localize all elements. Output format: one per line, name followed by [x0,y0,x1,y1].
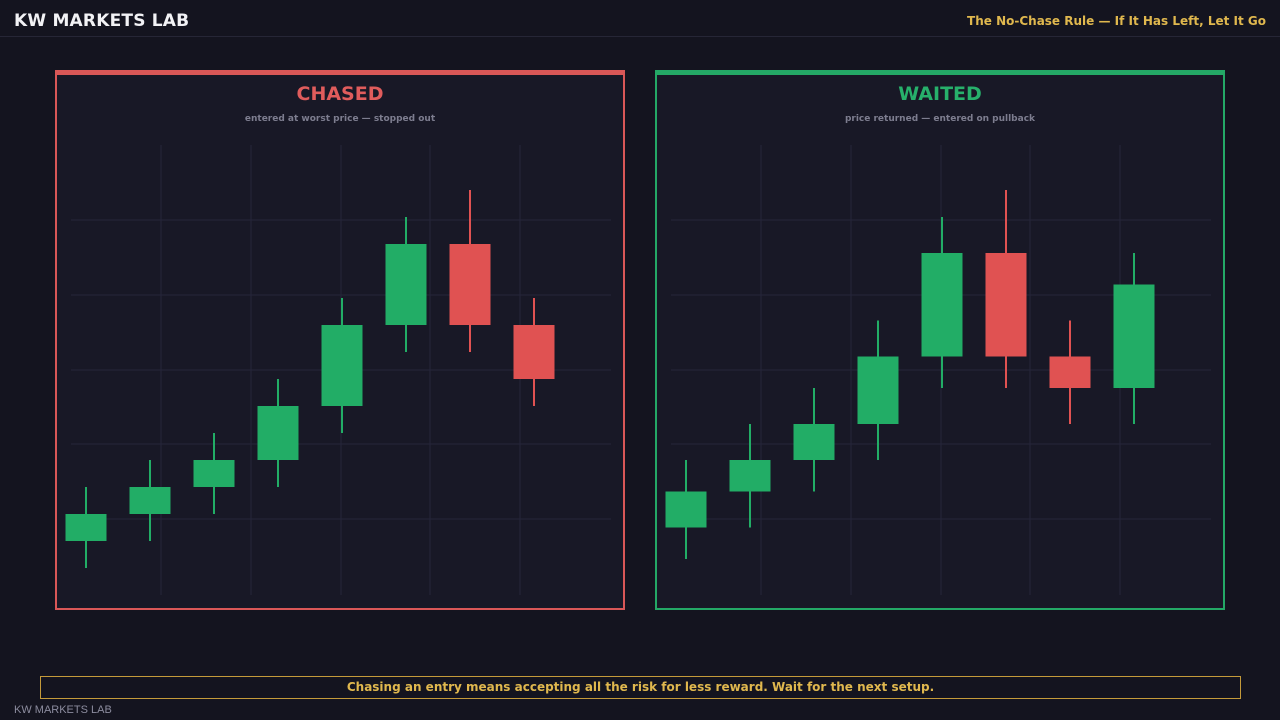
candle-body [129,487,171,514]
candle-body [65,514,107,541]
candle-bearish [449,190,491,352]
candle-bullish [665,460,707,559]
candle-body [321,325,363,406]
candle-bullish [321,298,363,433]
candle-body [385,244,427,325]
candle-bullish [257,379,299,487]
candle-body [921,253,963,357]
top-bar: KW MARKETS LAB The No-Chase Rule — If It… [0,0,1280,37]
candle-body [257,406,299,460]
brand-title: KW MARKETS LAB [14,11,190,31]
candle-bullish [921,217,963,388]
candle-bearish [985,190,1027,388]
candle-bullish [857,320,899,460]
chased-panel: CHASED entered at worst price — stopped … [55,70,625,610]
topic-title: The No-Chase Rule — If It Has Left, Let … [967,14,1266,28]
candle-body [1113,284,1155,388]
candle-body [449,244,491,325]
candle-body [985,253,1027,357]
waited-subtitle: price returned — entered on pullback [844,114,1036,124]
footer-callout: Chasing an entry means accepting all the… [40,676,1241,699]
candle-bearish [513,298,555,406]
candle-body [1049,356,1091,388]
waited-panel: WAITED price returned — entered on pullb… [655,70,1225,610]
candle-bullish [193,433,235,514]
waited-chart [665,145,1211,595]
candle-bullish [1113,253,1155,424]
watermark-text: KW MARKETS LAB [14,704,112,716]
candle-bullish [793,388,835,492]
candle-bullish [385,217,427,352]
candle-body [193,460,235,487]
candle-body [665,491,707,528]
chased-title: CHASED [296,83,384,105]
candle-body [513,325,555,379]
candle-body [793,424,835,460]
footer-message: Chasing an entry means accepting all the… [346,680,935,694]
candle-bullish [65,487,107,568]
candle-bullish [729,424,771,528]
candle-bearish [1049,320,1091,424]
candle-body [729,460,771,492]
candle-body [857,356,899,424]
chased-chart [65,145,611,595]
waited-title: WAITED [898,83,982,105]
chased-subtitle: entered at worst price — stopped out [244,114,436,124]
candle-bullish [129,460,171,541]
